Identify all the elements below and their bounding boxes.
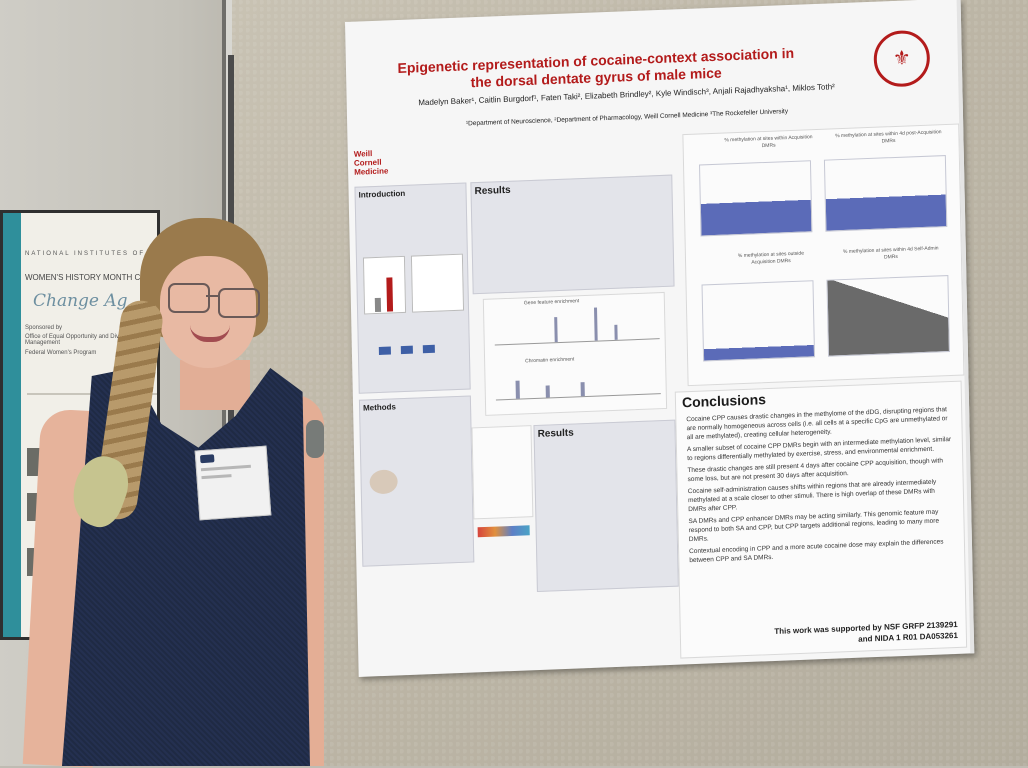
funding-note: This work was supported by NSF GRFP 2139… — [728, 619, 958, 650]
timeline-block — [422, 344, 435, 354]
intro-bar-chart — [362, 255, 407, 315]
framed-poster-title: WOMEN'S HISTORY MONTH CE — [25, 273, 146, 282]
glasses-icon — [168, 283, 210, 313]
results-heading: Results — [537, 427, 574, 440]
chart-bar — [545, 385, 550, 398]
university-seal-icon: ⚜ — [873, 29, 931, 88]
plot-title: % methylation at sites within Acquisitio… — [724, 134, 813, 150]
glasses-bridge — [206, 295, 218, 297]
results-panel-2: Results — [533, 419, 679, 593]
conclusions-list: Cocaine CPP causes drastic changes in th… — [676, 405, 964, 566]
badge-text-line — [200, 464, 251, 472]
plot-title: % methylation at sites within 4d post-Ac… — [835, 129, 942, 145]
framed-poster-band — [3, 213, 21, 637]
framed-poster-sponsor-line: Office of Equal Opportunity and Diversit… — [25, 334, 134, 346]
plot-title: % methylation at sites outside Acquisiti… — [737, 250, 805, 266]
brain-diagram-icon — [369, 469, 398, 495]
introduction-panel: Introduction — [354, 182, 471, 394]
distribution-plot — [823, 155, 948, 232]
chart-bar — [515, 380, 520, 399]
chart-bar — [374, 297, 382, 313]
axis-line — [494, 338, 660, 346]
distribution-plot — [699, 160, 813, 237]
chart-bar — [614, 324, 618, 340]
distribution-plot — [826, 275, 950, 357]
name-badge — [194, 445, 272, 521]
badge-text-line — [201, 474, 232, 480]
framed-poster-script: Change Ag — [33, 291, 128, 311]
introduction-heading: Introduction — [358, 188, 406, 200]
axis-line — [495, 393, 661, 401]
framed-poster-sponsor-line: Federal Women's Program — [25, 350, 97, 356]
heatmap-strip — [477, 525, 530, 538]
framed-poster-sponsor: Sponsored by — [25, 325, 63, 331]
results-panel: Results — [470, 174, 675, 295]
conclusions-panel: Conclusions Cocaine CPP causes drastic c… — [674, 380, 968, 659]
smile — [190, 325, 230, 342]
institution-logo: Weill Cornell Medicine — [353, 149, 389, 177]
chart-bar — [580, 382, 585, 397]
plot-title: % methylation at sites within 4d Self-Ad… — [842, 245, 939, 261]
intro-timeline — [378, 344, 449, 357]
intro-line-chart — [410, 253, 465, 313]
poster-board-edge — [228, 55, 234, 766]
methods-panel: Methods — [358, 395, 475, 567]
results-heading: Results — [474, 184, 511, 198]
neck — [180, 360, 250, 410]
chart-bar — [554, 317, 558, 343]
chart-title: Gene feature enrichment — [523, 298, 580, 307]
methods-heading: Methods — [362, 402, 397, 413]
timeline-block — [400, 345, 413, 355]
scientific-poster: Weill Cornell Medicine Epigenetic repres… — [345, 0, 975, 677]
methylation-plots: % methylation at sites within Acquisitio… — [682, 123, 965, 387]
chart-bar — [593, 307, 598, 341]
chart-title: Chromatin enrichment — [525, 356, 575, 365]
chart-bar — [386, 277, 394, 312]
results-table — [471, 425, 534, 520]
badge-logo-icon — [199, 454, 215, 464]
enrichment-charts: Gene feature enrichment Chromatin enrich… — [482, 291, 668, 416]
distribution-plot — [701, 280, 816, 362]
poster-affiliations: ¹Department of Neuroscience, ²Department… — [465, 108, 789, 128]
glasses-icon — [218, 288, 260, 318]
tattoo — [306, 420, 324, 458]
framed-poster-org: NATIONAL INSTITUTES OF — [25, 251, 146, 257]
timeline-block — [378, 346, 391, 355]
